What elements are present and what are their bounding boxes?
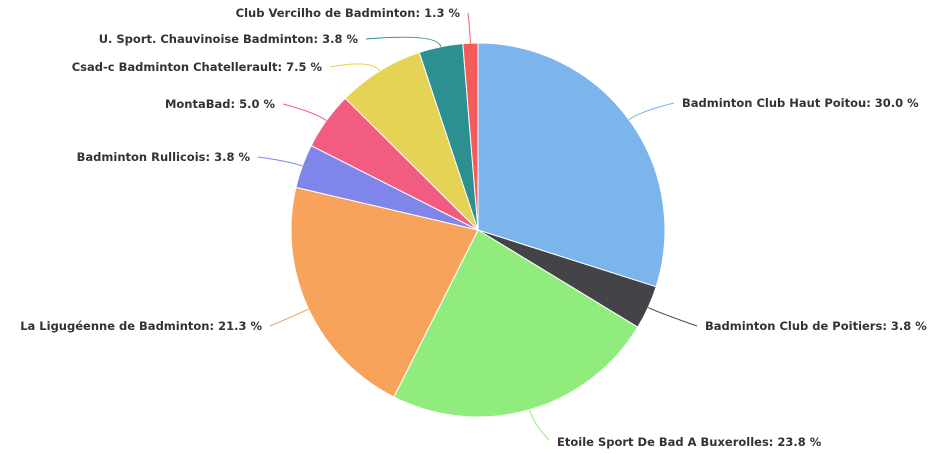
data-label-u-sport-chauvinoise-badminton: U. Sport. Chauvinoise Badminton: 3.8 % bbox=[99, 32, 359, 46]
data-label-badminton-rullicois: Badminton Rullicois: 3.8 % bbox=[77, 150, 251, 164]
connectors-layer bbox=[257, 12, 698, 441]
connector-badminton-rullicois bbox=[257, 156, 303, 167]
connector-etoile-sport-de-bad-a-buxerolles bbox=[528, 409, 550, 441]
data-label-csad-c-badminton-chatellerault: Csad-c Badminton Chatellerault: 7.5 % bbox=[72, 60, 323, 74]
connector-u-sport-chauvinoise-badminton bbox=[365, 36, 442, 47]
slices-layer bbox=[290, 42, 666, 418]
pie-slice-la-ligugeenne-de-badminton[interactable] bbox=[290, 186, 479, 398]
connector-badminton-club-de-poitiers bbox=[647, 307, 698, 327]
labels-layer: Badminton Club Haut Poitou: 30.0 % Badmin… bbox=[20, 6, 927, 449]
connector-csad-c-badminton-chatellerault bbox=[329, 63, 380, 72]
data-label-etoile-sport-de-bad-a-buxerolles: Etoile Sport De Bad A Buxerolles: 23.8 % bbox=[557, 435, 822, 449]
connector-badminton-club-haut-poitou bbox=[628, 102, 675, 121]
data-label-badminton-club-de-poitiers: Badminton Club de Poitiers: 3.8 % bbox=[705, 319, 927, 333]
connector-montabad bbox=[282, 103, 327, 122]
pie-slice-badminton-club-haut-poitou[interactable] bbox=[477, 42, 666, 288]
data-label-club-vercilho-de-badminton: Club Vercilho de Badminton: 1.3 % bbox=[236, 6, 461, 20]
data-label-badminton-club-haut-poitou: Badminton Club Haut Poitou: 30.0 % bbox=[682, 96, 919, 110]
data-label-montabad: MontaBad: 5.0 % bbox=[165, 97, 276, 111]
pie-slice-club-vercilho-de-badminton[interactable] bbox=[462, 42, 479, 231]
connector-la-ligugeenne-de-badminton bbox=[269, 308, 309, 327]
data-label-la-ligugeenne-de-badminton: La Ligugéenne de Badminton: 21.3 % bbox=[20, 319, 262, 333]
connector-club-vercilho-de-badminton bbox=[467, 12, 471, 44]
